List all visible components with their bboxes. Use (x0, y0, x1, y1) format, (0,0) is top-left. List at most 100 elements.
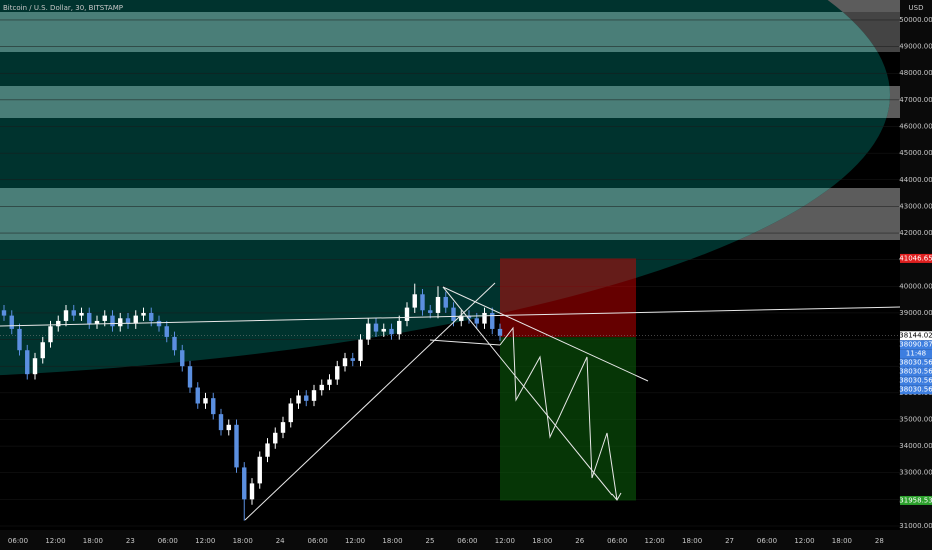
candle-body (234, 424, 239, 468)
y-tick-label: 45000.00 (899, 149, 932, 157)
target-zone (500, 337, 636, 501)
y-tick-label: 43000.00 (899, 202, 932, 210)
candle-body (490, 312, 495, 329)
trend-line (429, 339, 501, 346)
y-tick-label: 39000.00 (899, 309, 932, 317)
x-tick-label: 12:00 (195, 537, 215, 545)
candle-body (373, 323, 379, 332)
x-tick-label: 25 (425, 537, 434, 545)
candle-body (466, 315, 472, 319)
candle-body (9, 315, 14, 329)
candle-body (180, 350, 185, 367)
candle-body (412, 294, 417, 308)
price-tag-label: 38030.56 (899, 359, 932, 367)
candle-body (110, 315, 115, 327)
y-tick-label: 44000.00 (899, 176, 932, 184)
candle-body (71, 310, 76, 316)
price-tag-label: 38144.02 (899, 332, 932, 340)
price-tag-label: 38090.87 (899, 341, 932, 349)
candle-body (164, 326, 169, 337)
candle-body (118, 318, 123, 327)
candle-body (435, 296, 441, 313)
candle-body (257, 456, 262, 484)
x-tick-label: 06:00 (158, 537, 178, 545)
price-tag-label: 38030.56 (899, 368, 932, 376)
x-tick-label: 23 (126, 537, 135, 545)
candle-body (79, 312, 84, 316)
candle-body (443, 296, 448, 308)
x-tick-label: 06:00 (8, 537, 28, 545)
candle-body (195, 387, 200, 404)
trend-line (0, 306, 901, 327)
price-tag (900, 358, 932, 368)
price-tag-label: 38030.56 (899, 386, 932, 394)
x-tick-label: 12:00 (45, 537, 65, 545)
x-tick-label: 06:00 (607, 537, 627, 545)
candle-body (474, 318, 479, 324)
x-tick-label: 24 (276, 537, 285, 545)
candle-body (389, 328, 394, 335)
candle-body (296, 395, 301, 404)
candle-body (319, 384, 324, 391)
candle-body (451, 307, 456, 321)
candle-body (335, 366, 340, 380)
x-tick-label: 18:00 (83, 537, 103, 545)
price-tag (900, 376, 932, 386)
candle-body (40, 342, 45, 359)
candle-body (397, 320, 402, 335)
axes: 31000.0032000.0033000.0034000.0035000.00… (8, 16, 932, 545)
candle-body (94, 320, 100, 324)
candle-body (87, 312, 92, 324)
trend-line (442, 286, 613, 496)
candle-body (156, 320, 162, 327)
price-tag (900, 495, 932, 505)
band (0, 188, 890, 240)
drawings (0, 282, 901, 521)
price-tag-label: 31958.53 (899, 496, 932, 504)
trend-line (442, 286, 649, 382)
x-tick-label: 12:00 (645, 537, 665, 545)
x-tick-label: 26 (575, 537, 584, 545)
candle-body (32, 358, 38, 375)
candle-body (102, 315, 107, 321)
x-tick-label: 18:00 (532, 537, 552, 545)
y-tick-label: 40000.00 (899, 282, 932, 290)
stop-zone (500, 258, 636, 338)
y-tick-label: 31000.00 (899, 522, 932, 530)
x-tick-label: 06:00 (457, 537, 477, 545)
price-tag (900, 385, 932, 395)
band (0, 12, 890, 52)
x-tick-label: 27 (725, 537, 734, 545)
candles (1, 283, 503, 521)
x-tick-label: 06:00 (757, 537, 777, 545)
arrow-head (611, 492, 622, 501)
chart-title: Bitcoin / U.S. Dollar, 30, BITSTAMP (3, 4, 123, 12)
candle-body (218, 414, 224, 431)
candle-body (288, 403, 293, 423)
candle-body (366, 323, 371, 340)
x-tick-label: 18:00 (233, 537, 253, 545)
candle-body (265, 443, 270, 457)
x-tick-label: 12:00 (495, 537, 515, 545)
candle-body (381, 328, 386, 332)
y-tick-label: 35000.00 (899, 415, 932, 423)
x-tick-label: 06:00 (308, 537, 328, 545)
y-tick-label: 42000.00 (899, 229, 932, 237)
candle-body (226, 424, 231, 431)
candle-body (280, 422, 286, 433)
price-tag-label: 11:48 (906, 350, 926, 358)
y-tick-label: 50000.00 (899, 16, 932, 24)
currency: USD (909, 4, 924, 12)
candle-body (242, 467, 247, 500)
candle-body (249, 483, 255, 500)
candle-body (125, 318, 131, 324)
price-tag (900, 367, 932, 377)
candle-body (404, 307, 410, 321)
y-tick-label: 33000.00 (899, 469, 932, 477)
candle-body (149, 312, 154, 321)
y-tick-label: 48000.00 (899, 69, 932, 77)
price-tag (900, 331, 932, 341)
candle-body (482, 312, 487, 324)
x-tick-label: 18:00 (832, 537, 852, 545)
price-tag (900, 340, 932, 350)
